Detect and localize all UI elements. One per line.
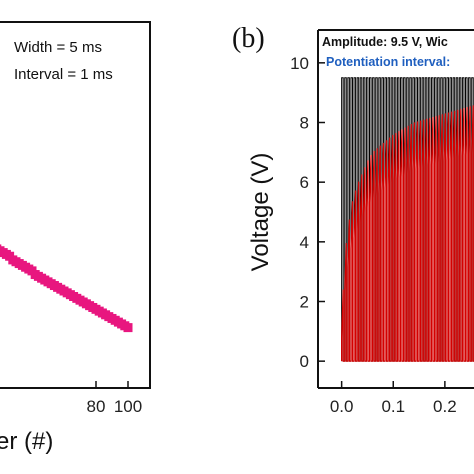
panel-b-response xyxy=(341,105,474,362)
panel-a-annotation-interval: Interval = 1 ms xyxy=(14,66,113,83)
panel-b-y-axis-title: Voltage (V) xyxy=(247,153,274,272)
panel-a-x-tick-label: 100 xyxy=(114,397,142,416)
panel-b-y-tick-label: 2 xyxy=(300,293,309,312)
panel-b-x-tick-label: 0.0 xyxy=(330,397,354,416)
panel-b-x-ticks: 0.0 0.1 0.2 xyxy=(330,381,457,416)
panel-b-annotation-amplitude: Amplitude: 9.5 V, Wic xyxy=(322,35,448,49)
panel-a-markers xyxy=(0,244,133,333)
panel-b-annotation-interval: Potentiation interval: xyxy=(326,55,450,69)
panel-a-x-tick-label: 80 xyxy=(87,397,106,416)
panel-b: 0 2 4 6 8 10 0.0 0.1 0.2 (b) Amplitude: 9.5 V, … xyxy=(232,23,474,416)
panel-b-x-tick-label: 0.1 xyxy=(381,397,405,416)
panel-b-y-tick-label: 10 xyxy=(290,54,309,73)
panel-a-x-axis-title: er (#) xyxy=(0,428,53,455)
panel-b-pulse-line xyxy=(341,77,474,362)
panel-b-y-tick-label: 4 xyxy=(300,233,309,252)
panel-b-y-tick-label: 8 xyxy=(300,114,309,133)
panel-a-marker xyxy=(123,323,133,333)
panel-b-y-tick-label: 0 xyxy=(300,352,309,371)
panel-a-frame xyxy=(0,21,151,389)
panel-b-y-tick-label: 6 xyxy=(300,173,309,192)
panel-a-annotation-width: Width = 5 ms xyxy=(14,39,102,56)
panel-a: 080100 Width = 5 ms Interval = 1 ms er (… xyxy=(0,21,151,455)
panel-b-label: (b) xyxy=(232,23,265,54)
panel-a-x-ticks: 080100 xyxy=(87,381,142,416)
panel-b-response-line xyxy=(341,105,474,362)
panel-b-pulse-train xyxy=(341,77,474,362)
panel-b-y-ticks: 0 2 4 6 8 10 xyxy=(290,54,325,371)
panel-b-x-tick-label: 0.2 xyxy=(433,397,457,416)
